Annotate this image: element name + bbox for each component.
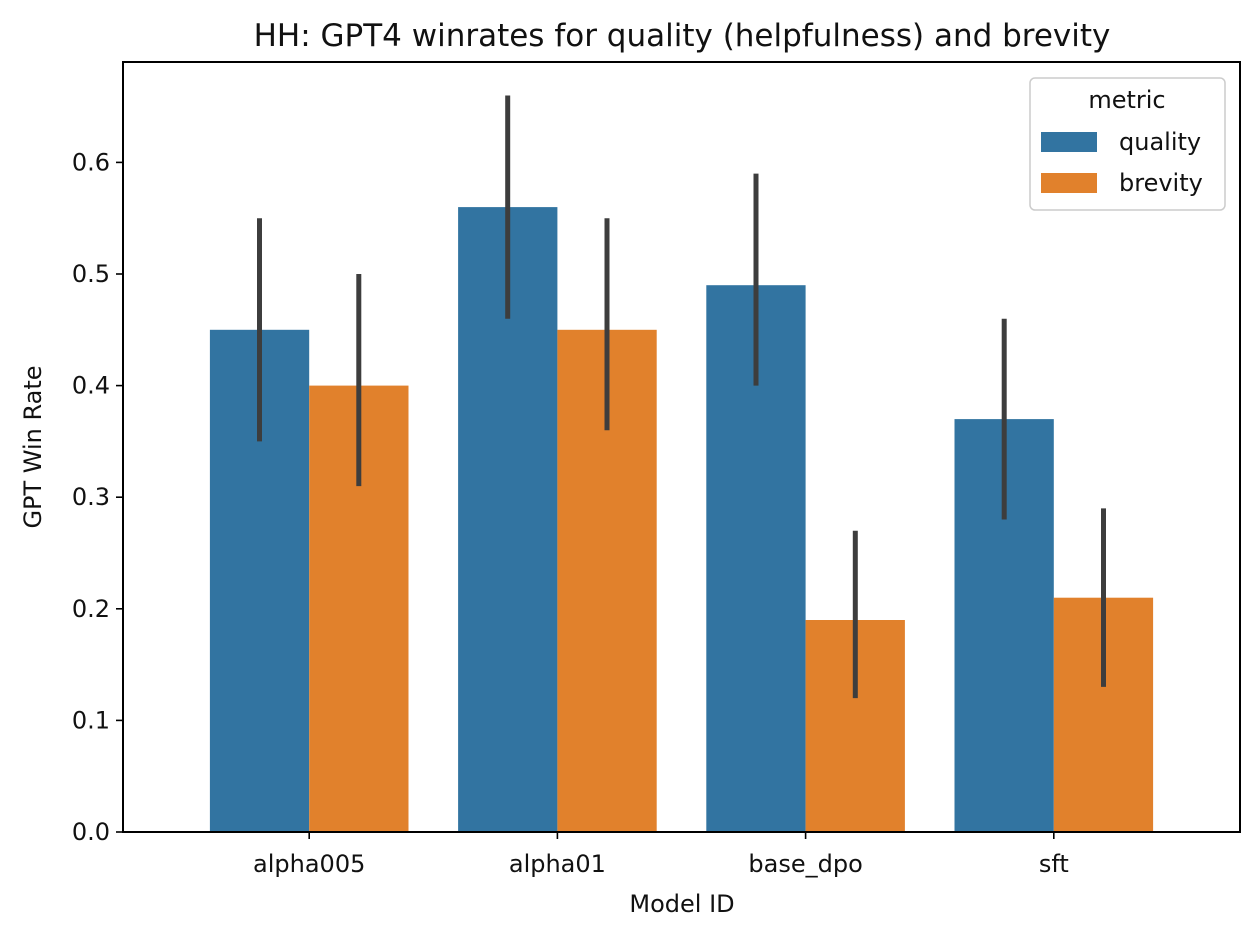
y-tick-label: 0.1	[72, 706, 110, 734]
legend-swatch-brevity	[1041, 173, 1097, 193]
y-axis-label: GPT Win Rate	[19, 365, 47, 528]
legend-swatch-quality	[1041, 132, 1097, 152]
y-tick-label: 0.4	[72, 372, 110, 400]
x-tick-label: alpha005	[253, 850, 365, 878]
legend-label-quality: quality	[1119, 128, 1201, 156]
x-tick-label: alpha01	[509, 850, 606, 878]
legend: metric quality brevity	[1029, 77, 1226, 211]
y-tick-label: 0.3	[72, 483, 110, 511]
y-tick-label: 0.6	[72, 148, 110, 176]
legend-label-brevity: brevity	[1119, 169, 1203, 197]
chart-title: HH: GPT4 winrates for quality (helpfulne…	[254, 18, 1111, 54]
y-tick-label: 0.0	[72, 818, 110, 846]
y-axis-ticks: 0.0 0.1 0.2 0.3 0.4 0.5 0.6	[72, 148, 123, 846]
y-tick-label: 0.2	[72, 595, 110, 623]
y-tick-label: 0.5	[72, 260, 110, 288]
x-tick-label: base_dpo	[748, 850, 862, 878]
axes-frame	[122, 61, 1241, 833]
x-axis-ticks: alpha005 alpha01 base_dpo sft	[253, 832, 1069, 878]
x-tick-label: sft	[1039, 850, 1069, 878]
legend-title: metric	[1088, 86, 1165, 114]
plot-area	[209, 95, 1154, 833]
x-axis-label: Model ID	[629, 890, 734, 918]
